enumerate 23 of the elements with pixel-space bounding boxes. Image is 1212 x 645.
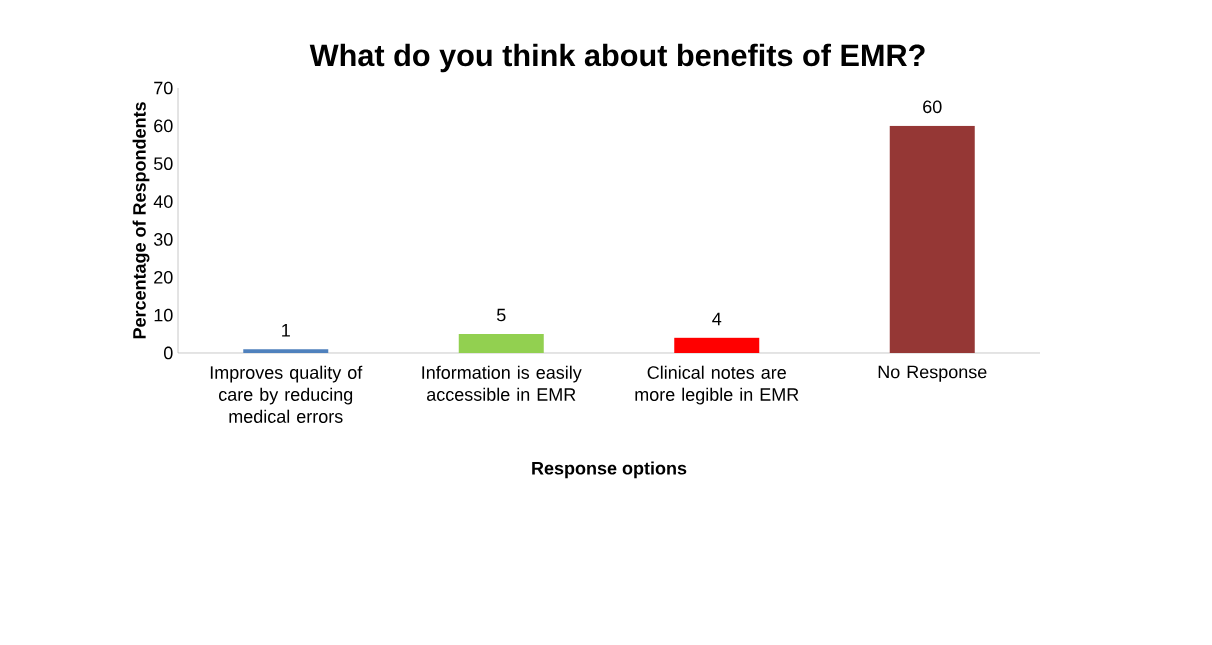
x-tick-label: Information is easily accessible in EMR <box>422 365 582 401</box>
x-axis-title: Response options <box>532 461 687 479</box>
y-tick-label: 10 <box>154 308 173 322</box>
y-tick-label: 60 <box>154 119 173 133</box>
data-label: 60 <box>923 100 942 114</box>
bar <box>458 334 544 353</box>
y-tick-label: 20 <box>154 270 173 284</box>
y-axis-title: Percentage of Respondents <box>132 102 150 339</box>
bar <box>889 125 975 353</box>
x-tick-label: No Response <box>878 365 987 382</box>
x-tick-label: Clinical notes are more legible in EMR <box>635 365 799 405</box>
bar <box>674 337 760 353</box>
data-label: 1 <box>282 324 290 337</box>
x-tick-label: Improves quality of care by reducing medical errors <box>210 365 363 423</box>
y-tick-label: 30 <box>153 233 173 246</box>
data-label: 5 <box>496 308 506 322</box>
y-tick-label: 70 <box>154 81 173 95</box>
y-tick-label: 0 <box>164 346 173 360</box>
y-tick-label: 40 <box>153 195 173 208</box>
bar <box>243 349 329 353</box>
data-label: 4 <box>712 312 722 326</box>
chart-title: What do you think about benefits of EMR? <box>309 43 925 73</box>
y-tick-label: 50 <box>153 157 173 171</box>
